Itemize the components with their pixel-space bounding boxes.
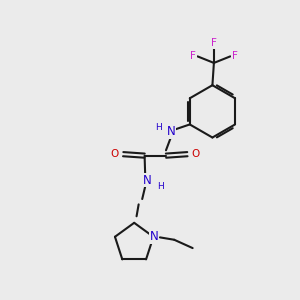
Text: O: O: [111, 149, 119, 159]
Text: N: N: [167, 125, 176, 138]
Text: N: N: [150, 230, 159, 243]
Text: H: H: [155, 123, 162, 132]
Text: H: H: [157, 182, 164, 191]
Text: N: N: [143, 173, 152, 187]
Text: F: F: [211, 38, 217, 48]
Text: O: O: [192, 149, 200, 159]
Text: F: F: [232, 51, 238, 62]
Text: F: F: [190, 51, 196, 62]
